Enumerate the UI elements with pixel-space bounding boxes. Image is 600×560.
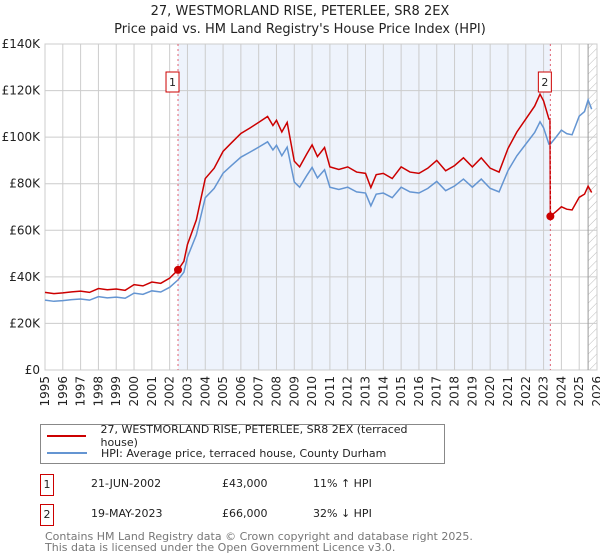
y-tick-label: £100K <box>2 130 42 144</box>
forecast-hatch <box>588 44 597 370</box>
y-tick-label: £120K <box>2 84 42 98</box>
x-tick-label: 1999 <box>109 376 123 407</box>
x-tick-label: 2004 <box>198 376 212 407</box>
x-tick-label: 2019 <box>465 376 479 407</box>
x-tick-label: 2023 <box>537 376 551 407</box>
x-tick-label: 2001 <box>145 376 159 407</box>
x-tick-label: 2012 <box>341 376 355 407</box>
legend-item-property: 27, WESTMORLAND RISE, PETERLEE, SR8 2EX … <box>47 423 444 449</box>
legend-swatch-blue <box>47 452 87 454</box>
x-tick-label: 2018 <box>448 376 462 407</box>
sale-label-box <box>537 71 552 93</box>
x-tick-label: 1996 <box>56 376 70 407</box>
sale-label: 1 <box>169 76 176 89</box>
x-tick-label: 2013 <box>359 376 373 407</box>
footer: Contains HM Land Registry data © Crown c… <box>45 531 473 553</box>
sale-hpi-diff: 11% ↑ HPI <box>313 477 372 490</box>
sale-label-box <box>165 71 180 93</box>
x-tick-label: 2022 <box>519 376 533 407</box>
x-tick-label: 2002 <box>163 376 177 407</box>
legend-label: 27, WESTMORLAND RISE, PETERLEE, SR8 2EX … <box>100 423 408 449</box>
x-tick-label: 2011 <box>323 376 337 407</box>
y-tick-label: £60K <box>9 223 41 237</box>
x-tick-label: 2014 <box>376 376 390 407</box>
legend: 27, WESTMORLAND RISE, PETERLEE, SR8 2EX … <box>40 423 445 464</box>
x-tick-label: 2005 <box>216 376 230 407</box>
plot-border <box>44 43 598 371</box>
chart-title: 27, WESTMORLAND RISE, PETERLEE, SR8 2EX <box>150 4 450 19</box>
sale-price: £43,000 <box>222 477 268 490</box>
x-tick-label: 2000 <box>127 376 141 407</box>
sale-date: 19-MAY-2023 <box>91 507 163 520</box>
sale-period-shading <box>178 44 551 370</box>
property-price-line <box>44 92 593 295</box>
sale-hpi-diff: 32% ↓ HPI <box>313 507 372 520</box>
x-tick-label: 2015 <box>394 376 408 407</box>
x-tick-label: 2016 <box>412 376 426 407</box>
x-tick-label: 2003 <box>180 376 194 407</box>
sale-marker-badge: 2 <box>40 504 54 526</box>
y-tick-label: £20K <box>9 316 41 330</box>
sale-price: £66,000 <box>222 507 268 520</box>
legend-swatch-red <box>47 435 87 437</box>
y-tick-label: £140K <box>2 37 42 51</box>
sale-marker-badge: 1 <box>40 474 54 496</box>
y-tick-label: £0 <box>25 363 40 377</box>
x-tick-label: 2025 <box>572 376 586 407</box>
plot-area: 1995 1996 1997 1998 1999 2000 2001 2002 2003 2004… <box>2 37 600 407</box>
legend-label: HPI: Average price, terraced house, Coun… <box>101 446 387 460</box>
x-tick-label: 1998 <box>91 376 105 407</box>
x-tick-label: 2006 <box>234 376 248 407</box>
footer-line: This data is licensed under the Open Gov… <box>45 541 396 554</box>
x-tick-label: 1995 <box>38 376 52 407</box>
legend-item-hpi: HPI: Average price, terraced house, Coun… <box>47 446 386 460</box>
y-tick-label: £80K <box>9 177 41 191</box>
sale-date: 21-JUN-2002 <box>91 477 162 490</box>
sale-label: 2 <box>541 76 548 89</box>
x-tick-label: 2024 <box>554 376 568 407</box>
chart-subtitle: Price paid vs. HM Land Registry's House … <box>114 22 486 37</box>
x-tick-label: 2009 <box>287 376 301 407</box>
hpi-line <box>44 97 593 303</box>
x-tick-label: 2026 <box>590 376 600 407</box>
sale-point <box>174 265 183 274</box>
x-tick-label: 2008 <box>269 376 283 407</box>
x-tick-label: 2007 <box>252 376 266 407</box>
sale-point <box>546 212 555 221</box>
x-tick-label: 1997 <box>74 376 88 407</box>
x-tick-label: 2021 <box>501 376 515 407</box>
x-tick-label: 2010 <box>305 376 319 407</box>
x-tick-label: 2017 <box>430 376 444 407</box>
footer-line: Contains HM Land Registry data © Crown c… <box>45 530 473 543</box>
x-tick-label: 2020 <box>483 376 497 407</box>
y-tick-label: £40K <box>9 270 41 284</box>
